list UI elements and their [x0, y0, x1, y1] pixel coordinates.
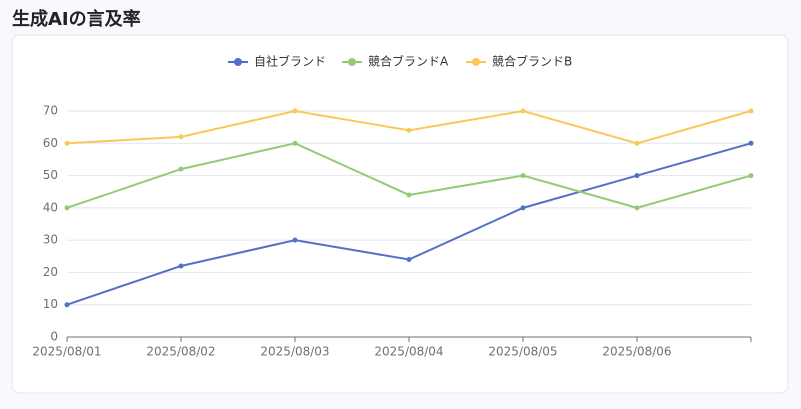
data-point — [748, 173, 754, 179]
legend-label: 競合ブランドB — [492, 54, 572, 69]
data-point — [178, 263, 184, 269]
x-tick-label: 2025/08/03 — [260, 345, 329, 359]
data-point — [178, 166, 184, 172]
y-tick-label: 70 — [43, 104, 58, 118]
data-point — [64, 302, 70, 308]
legend-label: 競合ブランドA — [368, 54, 449, 69]
data-point — [520, 205, 526, 211]
data-point — [64, 205, 70, 211]
data-point — [292, 140, 298, 146]
data-point — [634, 140, 640, 146]
x-tick-label: 2025/08/05 — [488, 345, 557, 359]
data-point — [292, 237, 298, 243]
y-tick-label: 20 — [43, 265, 58, 279]
y-tick-label: 0 — [50, 330, 58, 344]
y-tick-label: 40 — [43, 200, 58, 214]
data-point — [64, 140, 70, 146]
y-tick-label: 50 — [43, 168, 58, 182]
x-tick-label: 2025/08/06 — [602, 345, 671, 359]
card — [11, 34, 789, 394]
data-point — [406, 257, 412, 263]
y-tick-label: 10 — [43, 297, 58, 311]
data-point — [406, 127, 412, 133]
legend-label: 自社ブランド — [254, 54, 326, 69]
y-tick-label: 30 — [43, 233, 58, 247]
data-point — [520, 173, 526, 179]
y-tick-label: 60 — [43, 136, 58, 150]
data-point — [634, 205, 640, 211]
data-point — [406, 192, 412, 198]
x-tick-label: 2025/08/02 — [146, 345, 215, 359]
legend-swatch — [472, 58, 480, 66]
data-point — [520, 108, 526, 114]
x-tick-label: 2025/08/01 — [32, 345, 101, 359]
chart-title: 生成AIの言及率 — [12, 8, 141, 30]
data-point — [634, 173, 640, 179]
legend-swatch — [234, 58, 242, 66]
legend-swatch — [348, 58, 356, 66]
data-point — [292, 108, 298, 114]
x-tick-label: 2025/08/04 — [374, 345, 443, 359]
data-point — [178, 134, 184, 140]
data-point — [748, 140, 754, 146]
data-point — [748, 108, 754, 114]
